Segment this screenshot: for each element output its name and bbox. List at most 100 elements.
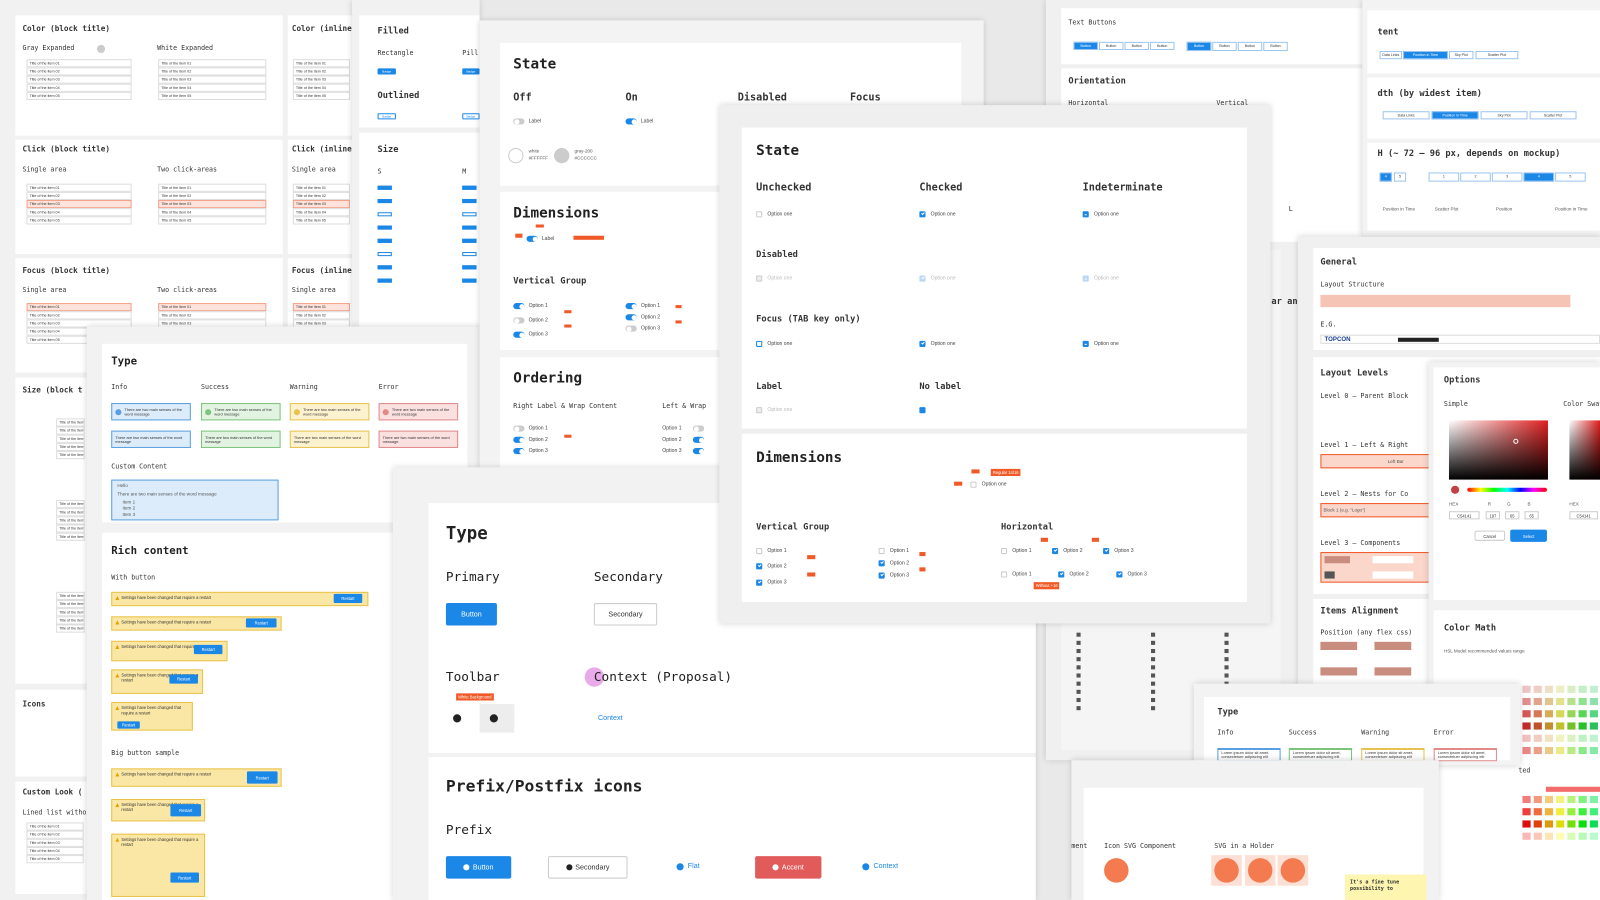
text: R: [1487, 501, 1492, 507]
shape: [1076, 657, 1081, 662]
segment-button[interactable]: 3: [1491, 171, 1523, 182]
toggle-knob: [631, 303, 637, 309]
button[interactable]: Restart: [333, 593, 363, 604]
segment-button[interactable]: Scatter Plot: [1529, 111, 1577, 120]
segment-button[interactable]: 4: [1523, 171, 1555, 182]
shape: [1224, 657, 1229, 662]
text: No label: [919, 381, 962, 392]
segment-button[interactable]: 1: [1428, 171, 1460, 182]
label: Restart: [255, 774, 269, 781]
segment-button[interactable]: Button: [1186, 41, 1212, 51]
list-row: Title of the item 05: [292, 91, 350, 100]
shape: [1533, 746, 1542, 755]
button[interactable]: Restart: [245, 618, 277, 628]
segment-button[interactable]: Sky Plot: [1480, 111, 1528, 120]
segment-button[interactable]: Position in Time: [1403, 51, 1448, 60]
segment-button[interactable]: Button: [1149, 41, 1175, 50]
checkbox: [1116, 571, 1123, 578]
text: Position (any flex css): [1320, 628, 1413, 637]
text: HEX: [1569, 501, 1579, 507]
shape: [1533, 808, 1542, 816]
segment-button[interactable]: Button: [1263, 41, 1288, 51]
button[interactable]: Restart: [170, 872, 199, 883]
button[interactable]: Button: [445, 603, 497, 626]
list-row: Title of the item 02: [56, 426, 85, 435]
check-mark: [920, 211, 925, 216]
shape: [1589, 710, 1598, 718]
shape: [1578, 722, 1587, 730]
text: Horizontal: [1068, 98, 1109, 108]
button[interactable]: Restart: [193, 644, 223, 655]
toggle-knob: [518, 437, 524, 443]
segment-button[interactable]: Data Links: [1382, 111, 1430, 120]
segment-button[interactable]: Sky Plot: [1448, 51, 1474, 60]
text: Success: [1288, 728, 1317, 737]
label: Title of the item 03: [295, 202, 326, 207]
button[interactable]: Restart: [117, 721, 140, 729]
label: There are two main senses of the word me…: [293, 435, 361, 444]
segment-button[interactable]: 5: [1555, 171, 1586, 182]
list-row: Title of the item 03: [26, 838, 84, 847]
shape: [1397, 337, 1439, 342]
shape: [96, 44, 106, 54]
button[interactable]: Button: [445, 856, 512, 879]
shape: [111, 479, 279, 521]
button[interactable]: Restart: [169, 674, 198, 684]
list-row: Title of the item 04: [26, 83, 132, 92]
list-row: Title of the item 02: [158, 67, 267, 76]
label: Title of the item 01: [29, 61, 60, 66]
segment-button[interactable]: 4: [1379, 171, 1392, 182]
check-mark: [880, 572, 884, 577]
label: Cancel: [1483, 533, 1497, 539]
label: Data Links: [1397, 113, 1415, 118]
segment-button[interactable]: Button: [1124, 41, 1149, 50]
segment-button[interactable]: 5: [1393, 171, 1407, 182]
button[interactable]: Select: [1510, 529, 1547, 542]
option-label: Option one: [767, 407, 793, 414]
label: There are two main senses of the word me…: [214, 407, 272, 416]
shape: [1104, 858, 1129, 883]
shape: [1556, 795, 1565, 804]
label: Title of the item 02: [29, 69, 60, 74]
label: 1: [1442, 174, 1445, 179]
segment-button[interactable]: Position in Time: [1431, 111, 1479, 120]
shape: [1076, 648, 1081, 654]
segment-button[interactable]: Scatter Plot: [1475, 51, 1519, 60]
segment-button[interactable]: Button: [1073, 41, 1098, 50]
label: 65: [1509, 512, 1515, 518]
text: Big button sample: [111, 748, 180, 758]
segment-button[interactable]: Data Links: [1379, 51, 1403, 60]
toggle: [692, 436, 705, 443]
button[interactable]: Restart: [170, 804, 202, 817]
segment-button[interactable]: Button: [1098, 41, 1124, 50]
text: Position in Time: [1382, 206, 1416, 212]
icon: [862, 862, 870, 870]
text: M: [462, 167, 467, 176]
option-label: Option one: [767, 275, 793, 282]
text: Items Alignment: [1320, 606, 1399, 617]
label: Lorem ipsum dolor sit amet, consectetuer…: [1221, 751, 1270, 760]
segment-button[interactable]: 2: [1460, 171, 1491, 182]
shape: [1556, 832, 1565, 840]
segment-button[interactable]: Button: [1237, 41, 1263, 51]
segment-button[interactable]: Button: [1212, 41, 1237, 51]
button[interactable]: Restart: [246, 771, 278, 784]
checkbox: [1082, 340, 1089, 347]
label: Settings have been changed that require …: [121, 705, 182, 716]
button[interactable]: Secondary: [547, 856, 628, 879]
checkbox: [878, 572, 885, 579]
label: Sky Plot: [1454, 53, 1468, 58]
button[interactable]: Cancel: [1474, 530, 1506, 541]
shape: [1522, 685, 1531, 693]
text: Focus (block title): [22, 265, 110, 275]
checkbox: [919, 340, 926, 347]
text: Level 2 – Nests for Co: [1320, 489, 1409, 498]
warning-message: Settings have been changed that require …: [111, 768, 282, 787]
list-row: Title of the item 02: [56, 599, 85, 609]
label: Button: [1244, 43, 1256, 48]
button[interactable]: Accent: [755, 856, 822, 879]
shape: [1533, 710, 1542, 718]
text: E.G.: [1320, 320, 1337, 329]
button[interactable]: Secondary: [593, 603, 658, 626]
text: Dimensions: [756, 449, 843, 467]
